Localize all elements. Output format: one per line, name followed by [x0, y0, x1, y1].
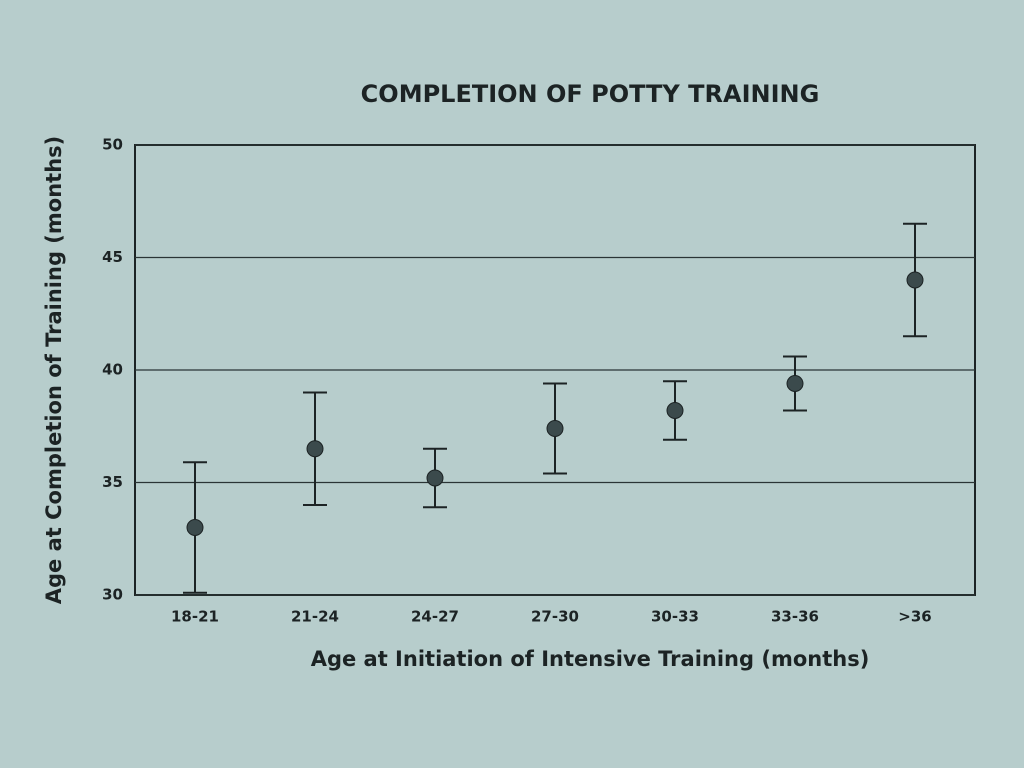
y-tick-label: 40: [102, 361, 123, 379]
y-tick-label: 30: [102, 586, 123, 604]
data-point: [666, 402, 684, 419]
chart-title: COMPLETION OF POTTY TRAINING: [361, 80, 820, 108]
data-point: [786, 375, 804, 392]
x-tick-label: 24-27: [411, 608, 459, 626]
data-point: [186, 519, 204, 536]
x-tick-label: 18-21: [171, 608, 219, 626]
x-tick-label: 30-33: [651, 608, 699, 626]
x-tick-label: 33-36: [771, 608, 819, 626]
data-point: [546, 420, 564, 437]
data-point: [426, 469, 444, 487]
y-tick-label: 50: [102, 136, 123, 154]
x-tick-label: 27-30: [531, 608, 579, 626]
data-point: [906, 271, 924, 289]
y-tick-label: 35: [102, 473, 123, 491]
x-tick-label: 21-24: [291, 608, 339, 626]
x-tick-label: >36: [898, 608, 931, 626]
y-axis-label: Age at Completion of Training (months): [42, 136, 66, 604]
data-point: [306, 440, 324, 458]
x-axis-label: Age at Initiation of Intensive Training …: [311, 647, 870, 671]
y-tick-label: 45: [102, 248, 123, 266]
